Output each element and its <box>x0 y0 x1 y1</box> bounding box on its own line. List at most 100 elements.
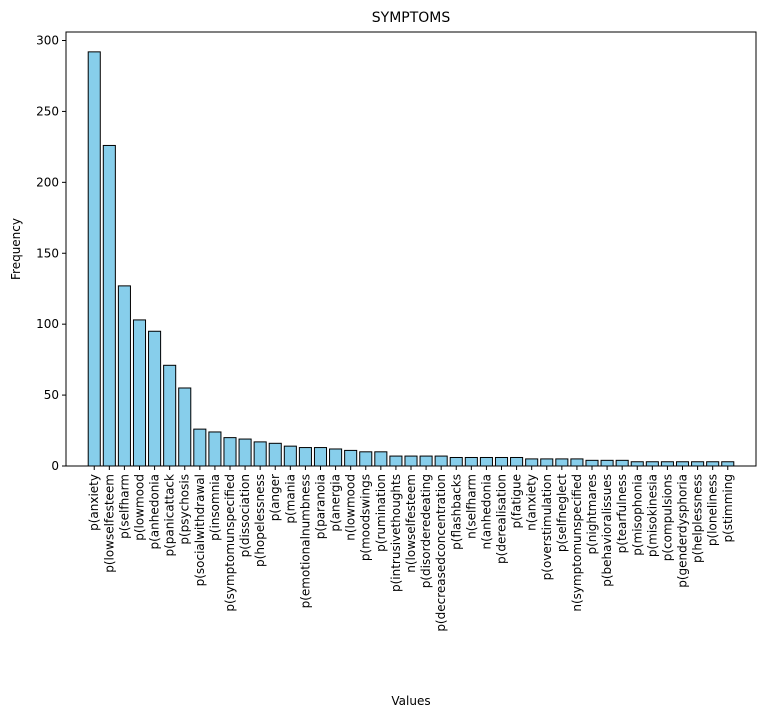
x-tick-label: p(anhedonia <box>148 474 162 550</box>
bar-38 <box>660 461 674 467</box>
x-tick-label: p(psychosis <box>178 474 192 545</box>
x-tick-label: n(anxiety <box>525 474 539 531</box>
x-tick-label: p(dissociation <box>238 474 252 557</box>
x-tick-label: p(anxiety <box>87 474 101 531</box>
x-tick-label: p(panicattack <box>163 474 177 557</box>
bar-12 <box>268 442 282 467</box>
x-tick-label: p(moodswings <box>359 474 373 561</box>
x-tick-label: n(lowmood <box>344 474 358 541</box>
x-tick-label: p(mania <box>283 474 297 524</box>
bars-group <box>87 51 735 467</box>
bar-35 <box>615 459 629 467</box>
y-tick-label: 50 <box>44 388 59 402</box>
x-tick-label: p(symptomunspecified <box>223 474 237 612</box>
x-tick-label: p(overstimulation <box>540 474 554 580</box>
x-tick-label: n(selfharm <box>464 474 478 539</box>
x-tick-label: p(loneliness <box>706 474 720 546</box>
bar-7 <box>193 428 207 467</box>
x-tick-label: p(lowmood <box>132 474 146 541</box>
bar-20 <box>389 455 403 467</box>
x-tick-label: p(flashbacks <box>449 474 463 550</box>
y-tick-label: 100 <box>36 317 59 331</box>
x-tick-label: p(anergia <box>329 474 343 532</box>
x-tick-label: p(emotionalnumbness <box>298 474 312 608</box>
x-tick-label: p(selfharm <box>117 474 131 539</box>
bar-14 <box>298 447 312 467</box>
bar-16 <box>329 448 343 467</box>
bar-33 <box>585 459 599 467</box>
y-tick-label: 150 <box>36 246 59 260</box>
y-tick-label: 250 <box>36 104 59 118</box>
x-tick-label: n(anhedonia <box>479 474 493 550</box>
y-tick-label: 200 <box>36 175 59 189</box>
bar-32 <box>570 458 584 467</box>
y-tick-label: 300 <box>36 34 59 48</box>
bar-17 <box>344 449 358 467</box>
x-tick-label: n(symptomunspecified <box>570 474 584 612</box>
plot-frame <box>65 31 757 467</box>
bar-21 <box>404 455 418 467</box>
bar-36 <box>630 461 644 467</box>
x-tick-label: p(fatigue <box>510 474 524 529</box>
x-tick-label: n(lowselfesteem <box>404 474 418 573</box>
chart-title: SYMPTOMS <box>372 10 451 26</box>
x-tick-label: p(paranoia <box>313 474 327 539</box>
x-tick-label: p(derealisation <box>495 474 509 564</box>
x-tick-label: p(stimming <box>721 474 735 543</box>
bar-41 <box>706 461 720 467</box>
bar-10 <box>238 438 252 467</box>
y-axis-ticks: 0 50 100 150 200 250 300 <box>36 34 66 473</box>
bar-6 <box>178 387 192 467</box>
bar-19 <box>374 451 388 467</box>
x-tick-label: p(insomnia <box>208 474 222 541</box>
x-tick-label: p(misokinesia <box>645 474 659 557</box>
x-tick-label: p(genderdysphoria <box>676 474 690 588</box>
bar-24 <box>449 456 463 467</box>
bar-39 <box>675 461 690 467</box>
x-tick-label: p(selfneglect <box>555 474 569 552</box>
bar-29 <box>525 458 539 467</box>
bar-30 <box>540 458 554 467</box>
x-tick-label: p(misophonia <box>630 474 644 556</box>
bar-0 <box>87 51 101 467</box>
bar-8 <box>208 431 222 467</box>
x-tick-label: p(lowselfesteem <box>102 474 116 573</box>
bar-9 <box>223 437 237 467</box>
bar-22 <box>419 455 433 467</box>
bar-31 <box>555 458 569 467</box>
y-tick-label: 0 <box>51 459 59 473</box>
bar-5 <box>163 364 177 467</box>
bar-15 <box>313 447 328 467</box>
bar-25 <box>464 456 478 467</box>
bar-40 <box>691 461 705 467</box>
bar-37 <box>645 461 659 467</box>
x-tick-label: p(tearfulness <box>615 474 629 553</box>
bar-18 <box>359 451 373 467</box>
x-tick-label: p(disorderedeating <box>419 474 433 588</box>
x-axis-ticks: p(anxiety p(lowselfesteem p(selfharm p(lowm… <box>87 466 735 632</box>
bar-34 <box>600 459 614 467</box>
y-axis-title: Frequency <box>9 218 23 280</box>
x-tick-label: p(compulsions <box>660 474 674 561</box>
bar-26 <box>479 456 493 467</box>
x-tick-label: p(helplessness <box>691 474 705 563</box>
bar-23 <box>434 455 448 467</box>
bar-42 <box>721 461 735 467</box>
bar-2 <box>117 285 131 467</box>
bar-11 <box>253 441 267 467</box>
bar-28 <box>510 456 524 467</box>
x-tick-label: p(nightmares <box>585 474 599 555</box>
bar-3 <box>132 319 147 467</box>
x-tick-label: p(hopelessness <box>253 474 267 567</box>
x-tick-label: p(rumination <box>374 474 388 552</box>
bar-13 <box>283 445 297 467</box>
x-tick-label: p(anger <box>268 474 282 521</box>
x-tick-label: p(behavioralissues <box>600 474 614 587</box>
x-tick-label: p(intrusivethoughts <box>389 474 403 592</box>
bar-27 <box>494 456 509 467</box>
x-tick-label: p(decreasedconcentration <box>434 474 448 632</box>
bar-4 <box>148 330 162 467</box>
x-tick-label: p(socialwithdrawal <box>193 474 207 586</box>
bar-1 <box>102 144 116 467</box>
